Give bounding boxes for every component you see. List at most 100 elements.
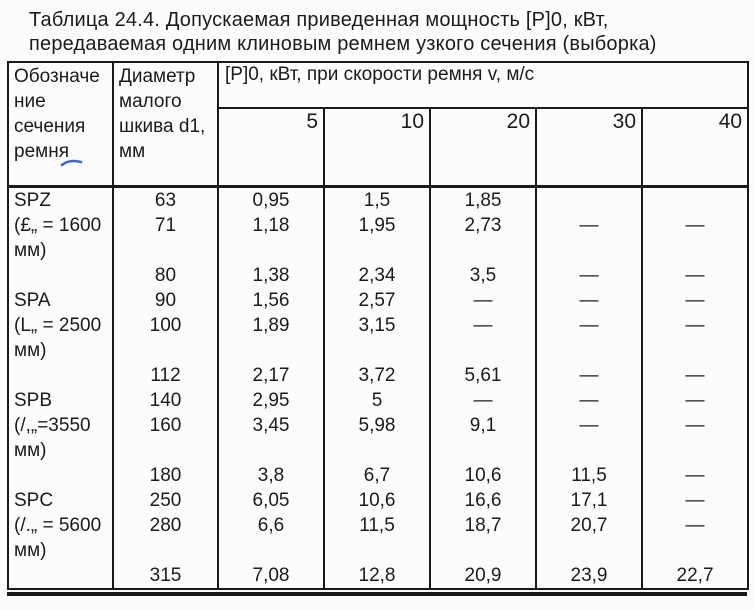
table-cell: (£„ = 1600 xyxy=(7,212,113,238)
table-row: мм) xyxy=(7,237,749,263)
table-cell: (L„ = 2500 xyxy=(7,312,113,338)
col-header-belt-designation: Обозначе ние сечения ремня xyxy=(7,62,113,188)
table-cell: 6,7 xyxy=(323,462,430,488)
table-cell: 5,61 xyxy=(429,362,536,388)
table-cell: 1,85 xyxy=(429,186,536,213)
table-cell: 63 xyxy=(112,186,218,213)
table-cell: 315 xyxy=(112,562,218,589)
table-row: 180 3,8 6,7 10,6 11,5— xyxy=(7,462,749,488)
speed-header-cell: 20 xyxy=(429,108,536,188)
speed-header-row: 5 10 20 30 40 xyxy=(8,108,749,188)
table-cell: (/.„ = 5600 xyxy=(7,512,113,538)
table-cell: — xyxy=(640,512,749,538)
table-cell: мм) xyxy=(7,437,113,463)
table-cell: мм) xyxy=(7,337,113,363)
table-cell: 1,38 xyxy=(217,262,324,288)
table-cell xyxy=(535,186,642,213)
table-cell xyxy=(217,537,324,563)
table-cell: 0,95 xyxy=(217,186,324,213)
col-header-pulley-diameter: Диаметр малого шкива d1, мм xyxy=(112,62,218,188)
table-cell xyxy=(323,437,430,463)
table-cell: 71 xyxy=(112,212,218,238)
table-cell xyxy=(217,237,324,263)
table-cell xyxy=(640,186,749,213)
table-cell: 90 xyxy=(112,287,218,313)
table-cell: 20,7 xyxy=(535,512,642,538)
table-cell: — xyxy=(535,312,642,338)
table-cell xyxy=(640,437,749,463)
table-cell: 16,6 xyxy=(429,487,536,513)
table-cell: 5 xyxy=(323,387,430,413)
table-cell xyxy=(217,437,324,463)
table-cell xyxy=(535,237,642,263)
col-header-power-span: [P]0, кВт, при скорости ремня v, м/с xyxy=(216,62,749,109)
power-table: Обозначе ние сечения ремня Диаметр малог… xyxy=(7,61,750,590)
table-cell: 2,73 xyxy=(429,212,536,238)
table-cell: 5,98 xyxy=(323,412,430,438)
table-cell xyxy=(429,437,536,463)
table-cell: 180 xyxy=(112,462,218,488)
table-cell: — xyxy=(640,462,749,488)
table-row: мм) xyxy=(7,437,749,463)
table-cell: — xyxy=(640,287,749,313)
table-cell: 2,34 xyxy=(323,262,430,288)
table-cell: — xyxy=(535,412,642,438)
table-cell: мм) xyxy=(7,237,113,263)
table-row: (/,„=3550 160 3,45 5,98 9,1— — xyxy=(7,412,749,438)
table-cell xyxy=(429,237,536,263)
table-cell: 18,7 xyxy=(429,512,536,538)
table-cell: 100 xyxy=(112,312,218,338)
table-cell: 9,1 xyxy=(429,412,536,438)
table-cell: 1,89 xyxy=(217,312,324,338)
table-cell: 6,6 xyxy=(217,512,324,538)
table-cell: — xyxy=(535,262,642,288)
table-cell: (/,„=3550 xyxy=(7,412,113,438)
table-cell: 3,45 xyxy=(217,412,324,438)
table-cell: мм) xyxy=(7,537,113,563)
table-cell: — xyxy=(640,312,749,338)
table-cell: 2,95 xyxy=(217,387,324,413)
table-row: (£„ = 1600 71 1,18 1,95 2,73— — xyxy=(7,212,749,238)
table-cell: 6,05 xyxy=(217,487,324,513)
table-cell xyxy=(535,437,642,463)
table-cell: 80 xyxy=(112,262,218,288)
table-cell xyxy=(640,537,749,563)
header-row-main: Обозначе ние сечения ремня Диаметр малог… xyxy=(7,62,749,188)
table-cell: 280 xyxy=(112,512,218,538)
table-cell: 1,5 xyxy=(323,186,430,213)
table-cell: — xyxy=(640,212,749,238)
table-row: мм) xyxy=(7,537,749,563)
table-row: 315 7,08 12,8 20,9 23,9 22,7 xyxy=(7,562,749,589)
table-cell xyxy=(7,262,113,288)
table-cell xyxy=(429,537,536,563)
table-cell: 3,8 xyxy=(217,462,324,488)
table-cell xyxy=(323,237,430,263)
speed-header-cell: 10 xyxy=(323,108,430,188)
table-cell: — xyxy=(535,362,642,388)
table-cell: — xyxy=(429,287,536,313)
table-cell xyxy=(7,462,113,488)
table-row: мм) xyxy=(7,337,749,363)
table-cell xyxy=(535,537,642,563)
table-cell xyxy=(323,537,430,563)
table-cell xyxy=(217,337,324,363)
table-bottom-rule xyxy=(7,591,747,596)
table-row: SPB 140 2,95 5— — — xyxy=(7,387,749,413)
table-cell xyxy=(535,337,642,363)
table-cell: — xyxy=(640,487,749,513)
table-row: 80 1,38 2,34 3,5— — xyxy=(7,262,749,288)
table-cell: 1,56 xyxy=(217,287,324,313)
table-cell: — xyxy=(640,387,749,413)
table-cell: — xyxy=(535,287,642,313)
table-row: SPA 90 1,56 2,57— — — xyxy=(7,287,749,313)
table-cell xyxy=(640,337,749,363)
table-title: Таблица 24.4. Допускаемая приведенная мо… xyxy=(29,9,657,55)
table-cell: — xyxy=(535,212,642,238)
table-cell: SPA xyxy=(7,287,113,313)
table-cell: 160 xyxy=(112,412,218,438)
table-cell: 20,9 xyxy=(429,562,536,589)
table-cell xyxy=(112,237,218,263)
table-cell: — xyxy=(535,387,642,413)
table-cell: SPC xyxy=(7,487,113,513)
table-cell: 3,72 xyxy=(323,362,430,388)
